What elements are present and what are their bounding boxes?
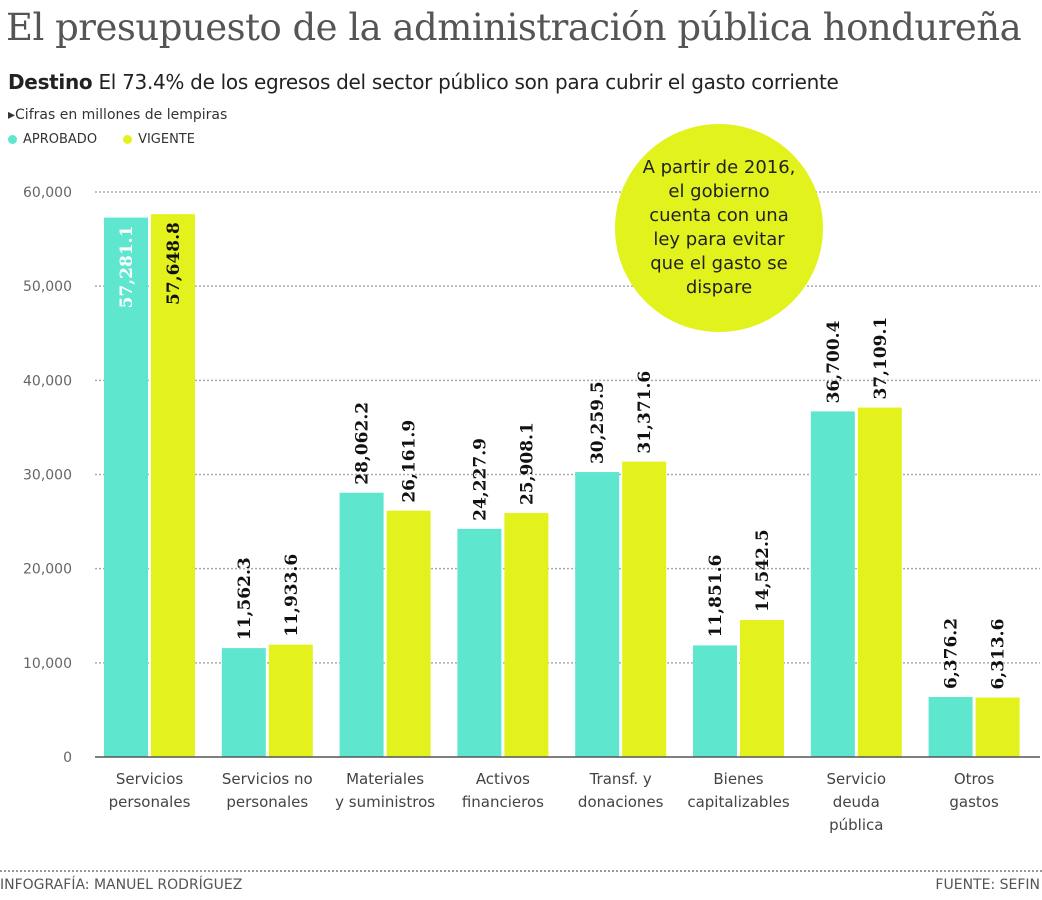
- legend-item-vigente: VIGENTE: [123, 132, 195, 147]
- x-tick-label: Otros: [954, 770, 995, 788]
- data-label: 11,933.6: [282, 554, 302, 637]
- x-tick-label: y suministros: [335, 793, 435, 811]
- y-tick-label: 30,000: [23, 468, 72, 484]
- units-note: ▸Cifras en millones de lempiras: [8, 107, 228, 123]
- bar-aprobado: [810, 411, 855, 757]
- y-tick-label: 10,000: [23, 656, 72, 672]
- bar-vigente: [386, 510, 431, 757]
- x-tick-label: capitalizables: [687, 793, 790, 811]
- data-label: 57,648.8: [164, 222, 184, 305]
- callout-bubble: A partir de 2016, el gobierno cuenta con…: [615, 124, 823, 332]
- x-tick-label: pública: [829, 816, 883, 834]
- callout-text: A partir de 2016, el gobierno cuenta con…: [642, 157, 796, 298]
- chart-title: El presupuesto de la administración públ…: [6, 6, 1022, 49]
- x-tick-label: donaciones: [578, 793, 664, 811]
- bar-vigente: [622, 461, 667, 757]
- legend: APROBADO VIGENTE: [8, 132, 195, 147]
- x-tick-label: personales: [109, 793, 191, 811]
- y-tick-label: 60,000: [23, 185, 72, 201]
- data-label: 57,281.1: [117, 226, 137, 309]
- subtitle-lead: Destino: [8, 70, 93, 94]
- bar-aprobado: [693, 645, 737, 757]
- y-tick-label: 40,000: [23, 373, 72, 389]
- x-tick-label: Transf. y: [589, 770, 652, 788]
- x-tick-label: Servicios no: [222, 770, 313, 788]
- x-tick-label: Activos: [476, 770, 530, 788]
- legend-item-aprobado: APROBADO: [8, 132, 97, 147]
- data-label: 30,259.5: [588, 381, 608, 464]
- bar-aprobado: [221, 648, 266, 757]
- data-label: 24,227.9: [470, 438, 490, 521]
- x-tick-label: Bienes: [713, 770, 763, 788]
- legend-dot-icon: [8, 135, 17, 144]
- data-label: 28,062.2: [353, 402, 373, 485]
- bar-vigente: [151, 214, 195, 757]
- data-label: 37,109.1: [871, 317, 891, 400]
- data-label: 36,700.4: [824, 320, 844, 403]
- footer-divider: [0, 870, 1042, 872]
- subtitle-text: El 73.4% de los egresos del sector públi…: [98, 70, 839, 94]
- x-tick-label: Servicio: [827, 770, 887, 788]
- bar-aprobado: [457, 528, 502, 757]
- data-label: 11,562.3: [235, 557, 255, 640]
- data-label: 6,376.2: [942, 618, 962, 689]
- x-tick-label: financieros: [462, 793, 544, 811]
- y-tick-label: 20,000: [23, 562, 72, 578]
- data-label: 26,161.9: [400, 420, 420, 503]
- data-label: 25,908.1: [517, 422, 537, 505]
- data-label: 11,851.6: [706, 555, 726, 638]
- x-tick-label: Servicios: [116, 770, 184, 788]
- x-tick-label: gastos: [949, 793, 999, 811]
- y-tick-label: 50,000: [23, 279, 72, 295]
- bar-aprobado: [928, 696, 973, 757]
- y-tick-label: 0: [63, 750, 72, 766]
- x-tick-label: Materiales: [346, 770, 424, 788]
- footer-source: FUENTE: SEFIN: [935, 877, 1040, 893]
- units-text: Cifras en millones de lempiras: [15, 107, 228, 123]
- bar-vigente: [975, 697, 1020, 757]
- bar-aprobado: [575, 472, 620, 757]
- bar-vigente: [857, 407, 902, 757]
- footer-credit: INFOGRAFÍA: MANUEL RODRÍGUEZ: [0, 877, 243, 893]
- bar-aprobado: [104, 217, 148, 758]
- data-label: 14,542.5: [753, 529, 773, 612]
- data-label: 31,371.6: [635, 371, 655, 454]
- bar-vigente: [268, 644, 313, 757]
- legend-label: VIGENTE: [138, 132, 195, 147]
- legend-dot-icon: [123, 135, 133, 144]
- legend-label: APROBADO: [23, 132, 98, 147]
- bar-aprobado: [339, 492, 384, 757]
- x-tick-label: personales: [226, 793, 308, 811]
- bar-vigente: [740, 620, 784, 757]
- chart-subtitle: Destino El 73.4% de los egresos del sect…: [8, 70, 839, 94]
- bar-vigente: [504, 513, 549, 757]
- data-label: 6,313.6: [989, 619, 1009, 690]
- x-tick-label: deuda: [833, 793, 880, 811]
